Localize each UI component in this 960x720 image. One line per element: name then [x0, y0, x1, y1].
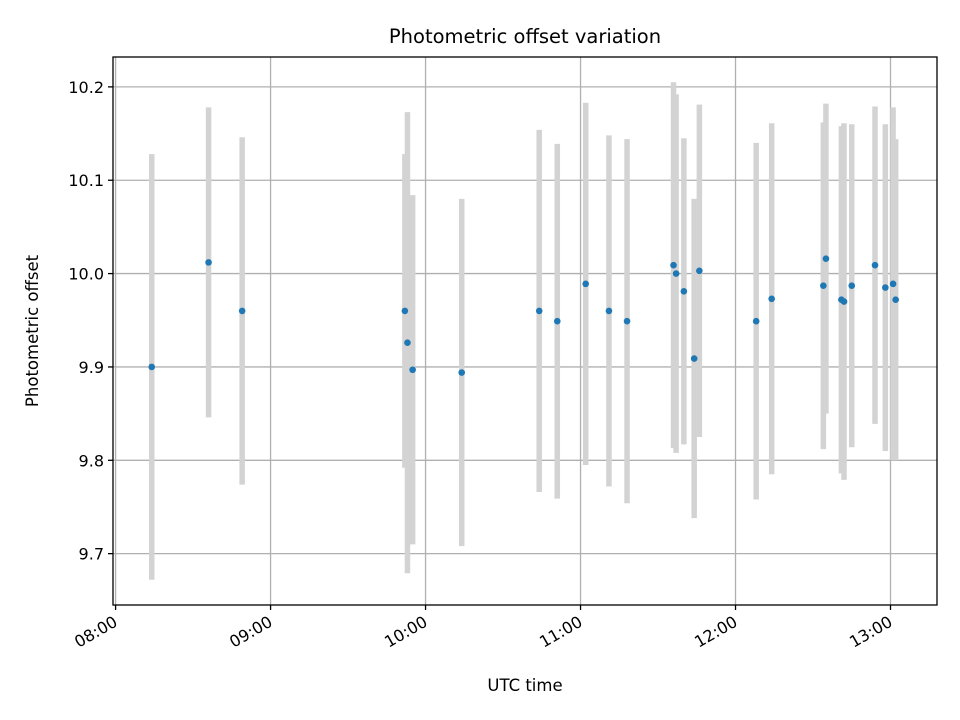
data-point: [605, 307, 613, 315]
y-tick-label: 10.1: [68, 171, 104, 190]
data-point: [882, 284, 889, 291]
data-point: [672, 270, 680, 277]
y-tick-label: 10.0: [68, 265, 104, 284]
data-point: [205, 259, 212, 266]
y-axis-label: Photometric offset: [23, 254, 42, 407]
data-point: [148, 363, 156, 371]
data-points: [148, 255, 899, 376]
data-point: [553, 317, 561, 325]
data-point: [848, 282, 856, 290]
data-point: [690, 355, 698, 362]
data-point: [401, 307, 409, 315]
data-point: [404, 339, 411, 346]
data-point: [623, 317, 631, 325]
data-point: [238, 307, 246, 315]
data-point: [889, 280, 897, 288]
data-point: [535, 307, 543, 315]
data-point: [670, 261, 677, 269]
data-point: [822, 255, 830, 262]
data-point: [582, 280, 590, 288]
y-tick-label: 9.9: [79, 358, 104, 377]
y-tick-label: 10.2: [68, 78, 104, 97]
data-point: [696, 267, 703, 275]
data-point: [892, 296, 899, 304]
data-point: [840, 298, 848, 305]
data-point: [680, 288, 688, 295]
data-point: [871, 261, 879, 269]
data-point: [752, 317, 760, 325]
y-tick-label: 9.7: [79, 545, 104, 564]
chart-title: Photometric offset variation: [389, 25, 661, 48]
y-tick-label: 9.8: [79, 451, 104, 470]
data-point: [458, 369, 466, 376]
data-point: [768, 295, 775, 303]
x-axis-label: UTC time: [487, 676, 562, 695]
data-point: [409, 366, 416, 374]
data-point: [820, 282, 827, 290]
plot-frame: [112, 56, 938, 606]
